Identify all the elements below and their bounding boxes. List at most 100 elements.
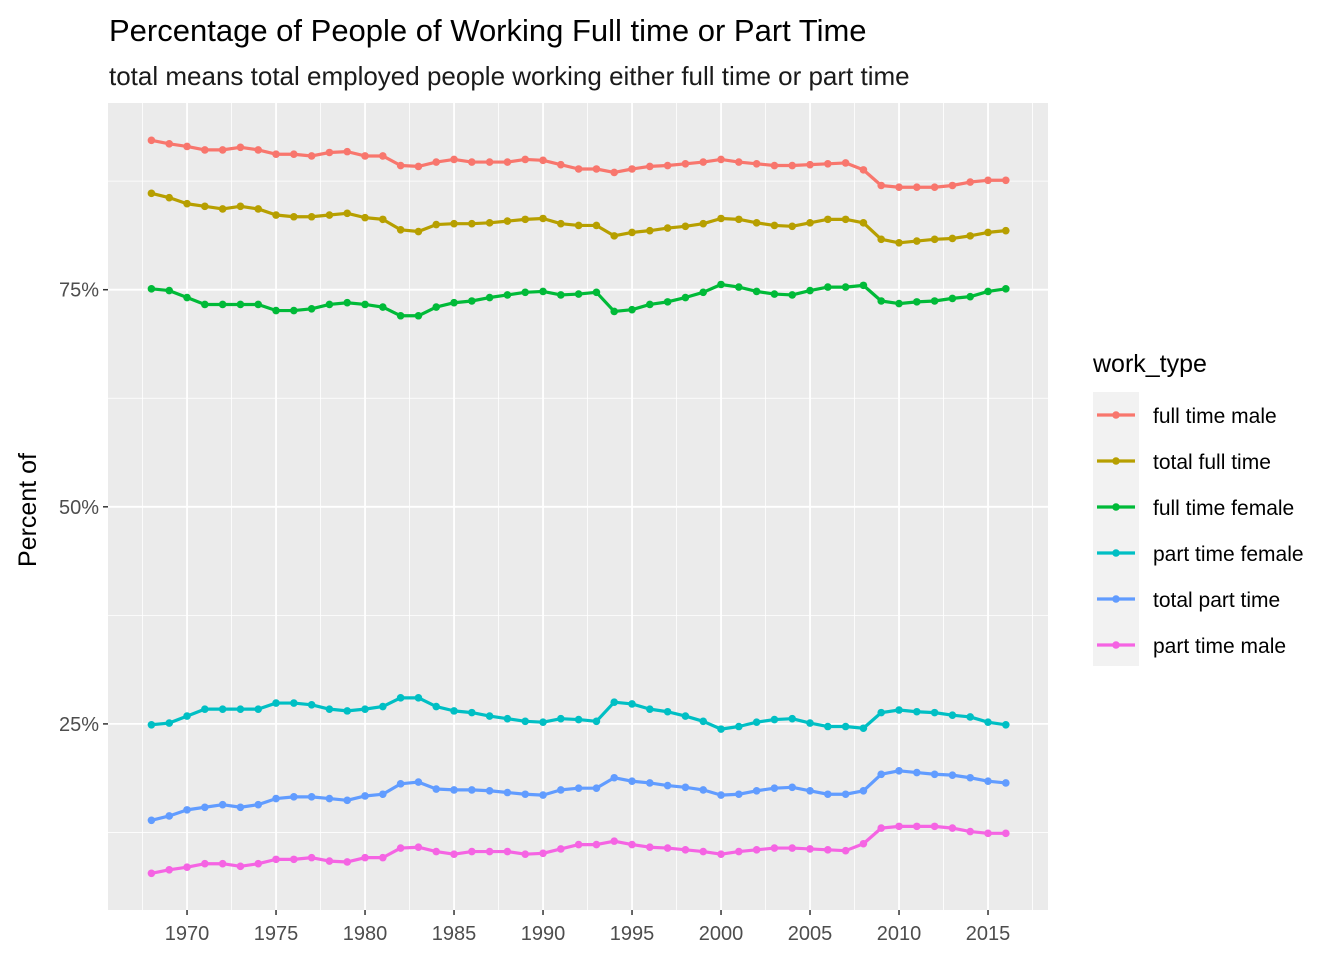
data-point (877, 181, 886, 190)
y-tick-label: 50% (59, 497, 99, 519)
data-point (592, 717, 601, 726)
data-point (201, 859, 209, 868)
legend: work_type full time male total full time f… (1092, 350, 1304, 666)
data-point (218, 205, 227, 213)
x-tick-label: 1985 (432, 923, 477, 945)
data-point (1002, 779, 1010, 787)
data-point (325, 857, 334, 865)
data-point (485, 712, 494, 720)
data-point (877, 770, 886, 779)
data-point (948, 771, 957, 779)
series-total-part-time (147, 766, 1010, 825)
data-point (610, 837, 619, 845)
data-point (788, 161, 797, 170)
data-point (183, 712, 191, 720)
x-tick-label: 1975 (254, 923, 299, 945)
data-point (414, 227, 423, 236)
data-point (218, 146, 227, 154)
data-point (147, 720, 156, 729)
data-point (325, 211, 334, 219)
data-point (752, 159, 761, 168)
data-point (984, 287, 992, 296)
data-point (361, 300, 369, 309)
data-point (236, 202, 245, 211)
data-point (610, 307, 619, 316)
data-point (895, 299, 903, 308)
legend-key-background (1093, 392, 1139, 666)
data-point (824, 790, 832, 799)
data-point (788, 783, 797, 792)
data-point (930, 297, 939, 305)
data-point (806, 719, 814, 727)
data-point (948, 234, 957, 243)
data-point (307, 793, 316, 801)
data-point (788, 714, 797, 723)
data-point (379, 215, 387, 224)
data-point (574, 165, 583, 173)
data-point (272, 855, 280, 864)
data-point (806, 286, 814, 295)
data-point (272, 794, 280, 803)
data-point (165, 140, 174, 148)
data-point (574, 784, 583, 792)
data-point (414, 311, 423, 320)
data-point (468, 219, 476, 228)
data-point (361, 792, 369, 800)
data-point (307, 853, 316, 862)
data-point (574, 221, 583, 230)
data-point (681, 712, 690, 720)
data-point (859, 219, 868, 227)
data-point (343, 147, 352, 156)
data-point (681, 846, 690, 854)
y-tick-label: 75% (59, 280, 99, 302)
data-point (432, 702, 441, 711)
data-point (788, 291, 797, 299)
data-point (450, 298, 458, 307)
data-point (503, 158, 512, 166)
data-point (165, 719, 174, 727)
data-point (236, 143, 245, 152)
data-point (432, 303, 441, 311)
data-point (539, 214, 547, 223)
data-point (610, 698, 619, 706)
data-point (343, 209, 352, 218)
data-point (379, 853, 387, 862)
data-point (948, 824, 957, 832)
data-point (450, 219, 458, 228)
data-point (503, 847, 512, 856)
data-point (574, 715, 583, 724)
data-point (361, 213, 369, 222)
data-point (628, 840, 636, 849)
data-point (557, 845, 565, 853)
data-point (699, 219, 708, 228)
data-point (254, 146, 263, 154)
legend-key-point (1112, 641, 1120, 649)
series-full-time-male (147, 136, 1010, 192)
data-point (432, 158, 441, 166)
data-point (1002, 829, 1010, 838)
data-point (770, 784, 779, 792)
data-point (770, 221, 779, 230)
data-point (307, 305, 316, 313)
data-point (628, 305, 636, 314)
data-point (752, 718, 761, 726)
data-point (325, 148, 334, 157)
data-point (521, 155, 530, 164)
data-point (574, 840, 583, 849)
data-point (717, 791, 725, 799)
data-point (307, 700, 316, 709)
data-point (663, 161, 672, 170)
x-tick-label: 1980 (343, 923, 388, 945)
legend-key-point (1112, 457, 1120, 465)
data-point (877, 708, 886, 717)
data-point (183, 142, 191, 151)
data-point (432, 220, 441, 229)
data-point (699, 288, 708, 297)
data-point (877, 297, 886, 305)
data-point (1002, 720, 1010, 729)
data-point (859, 724, 868, 733)
series-part-time-male (147, 822, 1010, 878)
data-point (752, 287, 761, 296)
data-point (717, 214, 725, 223)
data-point (307, 152, 316, 160)
